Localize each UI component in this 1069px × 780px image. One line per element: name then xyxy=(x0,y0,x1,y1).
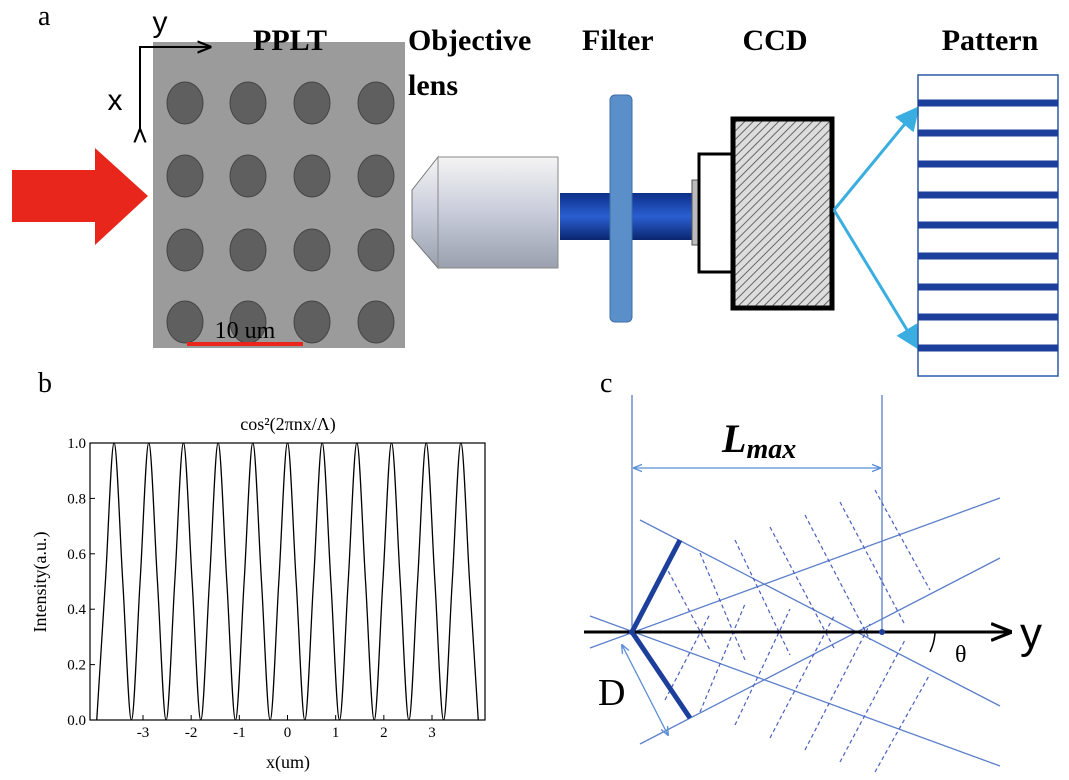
y-axis-label: Intensity(a.u.) xyxy=(30,532,51,633)
x-tick-label: -1 xyxy=(233,725,246,741)
panel-b: b cos²(2πnx/Λ) x(um) Intensity(a.u.) 0.0… xyxy=(30,368,485,773)
angle-label: θ xyxy=(955,642,967,668)
x-tick-label: 0 xyxy=(284,725,292,741)
y-tick-label: 0.4 xyxy=(67,602,86,618)
component-label: Pattern xyxy=(942,24,1039,57)
y-tick-label: 0.8 xyxy=(67,491,86,507)
y-tick-label: 1.0 xyxy=(67,436,86,452)
x-tick-label: 2 xyxy=(380,725,388,741)
y-tick-label: 0.6 xyxy=(67,547,86,563)
panel-label: c xyxy=(600,368,612,399)
point xyxy=(879,629,885,635)
ccd-window xyxy=(692,180,698,245)
objective-body xyxy=(438,157,558,268)
component-label: lens xyxy=(408,69,458,102)
axis-label: x xyxy=(108,84,123,117)
objective-tip xyxy=(412,157,438,268)
figure: a 10 um y x PPLT Objective lens Filter C… xyxy=(0,0,1069,780)
ray xyxy=(834,108,918,210)
length-sub: max xyxy=(746,434,796,465)
length-main: L xyxy=(721,416,746,461)
panel-label: a xyxy=(38,1,51,32)
curve xyxy=(97,443,479,720)
scale-label: 10 um xyxy=(215,318,276,344)
point xyxy=(629,629,635,635)
component-label: Filter xyxy=(582,24,654,57)
angle-arc xyxy=(930,632,935,652)
ray xyxy=(834,210,918,348)
plot-frame xyxy=(90,443,485,720)
panel-a: a 10 um y x PPLT Objective lens Filter C… xyxy=(12,1,1058,376)
ccd-mount xyxy=(699,154,732,272)
component-label: Objective xyxy=(408,24,531,57)
input-beam xyxy=(12,148,148,245)
filter xyxy=(610,95,632,322)
component-label: CCD xyxy=(743,24,808,57)
x-tick-label: -2 xyxy=(185,725,198,741)
component-label: PPLT xyxy=(253,24,327,57)
panel-c: c Lmax y θ D xyxy=(584,368,1042,772)
panel-label: b xyxy=(38,368,52,399)
x-axis-label: x(um) xyxy=(266,752,310,773)
x-tick-label: 1 xyxy=(332,725,340,741)
axis-label: y xyxy=(153,6,168,39)
y-tick-label: 0.2 xyxy=(67,658,86,674)
width-label: D xyxy=(598,672,625,714)
width-arrow xyxy=(622,645,668,735)
ccd xyxy=(733,119,832,308)
y-tick-label: 0.0 xyxy=(67,713,86,729)
length-label: Lmax xyxy=(721,416,796,465)
x-tick-label: 3 xyxy=(428,725,436,741)
axis-label: y xyxy=(1020,609,1042,658)
wall xyxy=(632,632,690,718)
x-tick-label: -3 xyxy=(137,725,150,741)
chart-title: cos²(2πnx/Λ) xyxy=(240,414,336,435)
